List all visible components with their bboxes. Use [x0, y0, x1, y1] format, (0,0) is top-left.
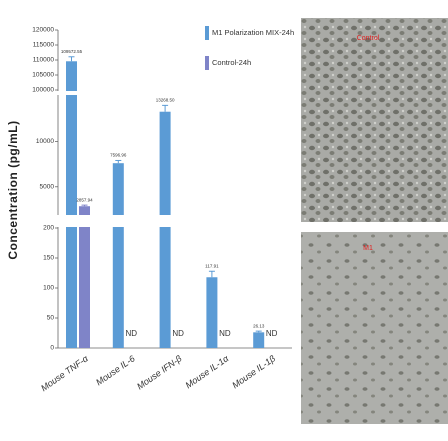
y-tick-label: 105000: [32, 72, 54, 79]
bar: [159, 111, 171, 348]
value-label: 2857.94: [76, 197, 93, 202]
y-tick-label: 150: [43, 255, 54, 262]
value-label: ND: [172, 329, 184, 338]
value-label: ND: [219, 329, 231, 338]
x-tick-label: Mouse TNF-α: [39, 353, 91, 393]
x-tick-label: Mouse IL-6: [94, 353, 137, 387]
y-tick-label: 0: [50, 345, 54, 352]
bar: [253, 332, 265, 348]
y-tick-label: 50: [47, 315, 55, 322]
legend-swatch: [205, 56, 209, 70]
legend-swatch: [205, 26, 209, 40]
legend-label: Control-24h: [212, 58, 251, 67]
axis-break: [56, 91, 290, 95]
bar: [112, 163, 124, 348]
value-label: 26.13: [253, 323, 265, 328]
x-tick-label: Mouse IFN-β: [135, 353, 183, 391]
micrograph: [301, 18, 448, 222]
y-tick-label: 100: [43, 285, 54, 292]
value-label: 109572.55: [61, 49, 83, 54]
bar: [79, 206, 90, 348]
y-tick-label: 5000: [40, 183, 55, 190]
value-label: 13268.50: [156, 98, 175, 103]
y-axis-title: Concentration (pg/mL): [6, 120, 20, 259]
y-tick-label: 120000: [32, 27, 54, 34]
axis-break: [56, 215, 290, 227]
image-label: M1: [363, 245, 373, 252]
y-tick-label: 10000: [36, 138, 54, 145]
value-label: ND: [266, 329, 278, 338]
y-tick-label: 115000: [33, 42, 55, 49]
legend-label: M1 Polarization MIX-24h: [212, 28, 294, 37]
value-label: 117.91: [205, 263, 219, 268]
image-label: Control: [357, 35, 380, 42]
y-tick-label: 110000: [33, 57, 55, 64]
x-tick-label: Mouse IL-1β: [230, 353, 277, 390]
value-label: 7596.96: [110, 153, 127, 158]
bar: [66, 61, 77, 348]
value-label: ND: [126, 329, 138, 338]
micrograph: [301, 232, 448, 424]
bar: [206, 277, 218, 348]
x-tick-label: Mouse IL-1α: [183, 353, 231, 390]
y-tick-label: 100000: [32, 87, 54, 94]
y-tick-label: 200: [43, 225, 54, 232]
